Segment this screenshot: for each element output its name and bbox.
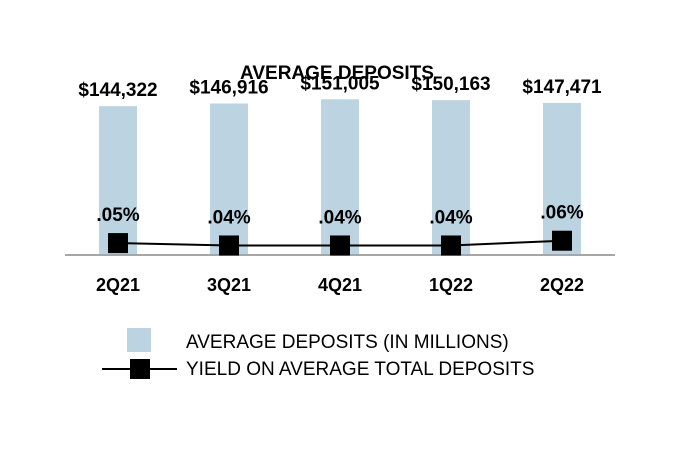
- yield-value-label: .06%: [540, 203, 583, 224]
- bar-value-label: $146,916: [189, 77, 268, 98]
- legend-bar-label: AVERAGE DEPOSITS (IN MILLIONS): [186, 332, 509, 353]
- yield-marker-1Q22: [441, 235, 461, 256]
- bar-series: $144,322 $146,916 $151,005 $150,163 $147,471: [78, 73, 602, 255]
- category-label: 2Q22: [540, 275, 584, 295]
- yield-value-label: .04%: [318, 207, 361, 228]
- bar-value-label: $150,163: [411, 74, 490, 95]
- bar-value-label: $144,322: [78, 80, 157, 101]
- bar-value-label: $151,005: [300, 73, 380, 94]
- legend: AVERAGE DEPOSITS (IN MILLIONS) YIELD ON …: [102, 328, 534, 380]
- yield-value-label: .04%: [207, 207, 250, 228]
- bar-1Q22: [432, 100, 470, 255]
- category-label: 1Q22: [429, 275, 473, 295]
- bar-value-label: $147,471: [522, 77, 602, 98]
- bar-2Q21: [99, 106, 137, 255]
- yield-marker-2Q22: [552, 230, 572, 251]
- yield-marker-4Q21: [330, 235, 350, 256]
- bar-2Q22: [543, 102, 581, 255]
- yield-value-label: .05%: [96, 205, 139, 226]
- yield-marker-3Q21: [219, 235, 239, 256]
- chart-title: AVERAGE DEPOSITS: [240, 63, 434, 84]
- yield-value-label: .04%: [429, 207, 472, 228]
- category-labels: 2Q21 3Q21 4Q21 1Q22 2Q22: [96, 275, 584, 295]
- bar-4Q21: [321, 99, 359, 255]
- line-series: .05% .04% .04% .04% .06%: [96, 203, 584, 256]
- category-label: 3Q21: [207, 275, 251, 295]
- yield-marker-2Q21: [108, 233, 128, 254]
- bar-3Q21: [210, 103, 248, 255]
- category-label: 2Q21: [96, 275, 140, 295]
- category-label: 4Q21: [318, 275, 362, 295]
- legend-line-label: YIELD ON AVERAGE TOTAL DEPOSITS: [186, 359, 534, 380]
- legend-line-marker: [130, 359, 150, 379]
- legend-bar-swatch: [127, 328, 151, 352]
